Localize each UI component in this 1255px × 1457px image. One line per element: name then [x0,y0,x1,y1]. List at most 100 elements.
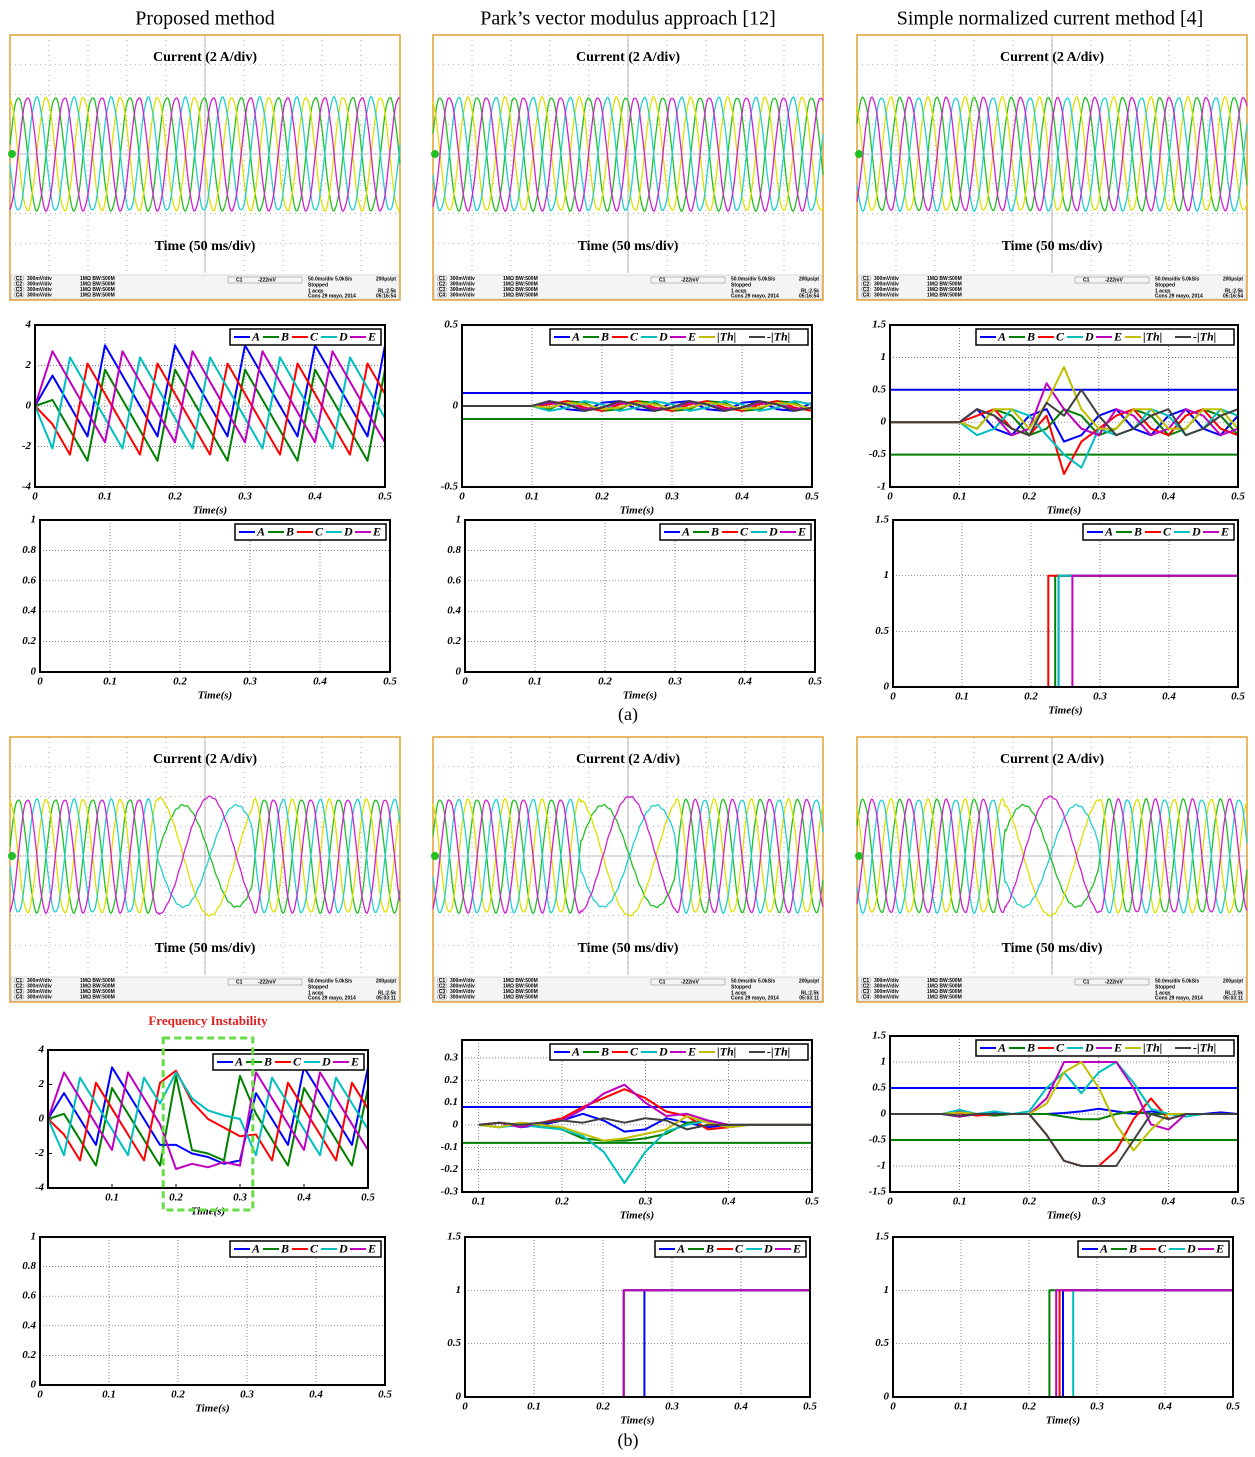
plot-area [465,520,815,672]
x-tick-label: 0.3 [240,1389,254,1401]
x-tick-label: 0.4 [734,1401,748,1413]
x-tick-label: 0.5 [1231,491,1245,503]
y-tick-label: 0 [884,1391,890,1403]
x-tick-label: 0.5 [805,491,819,503]
legend-label: B [710,524,719,538]
y-tick-label: -4 [22,481,32,493]
x-tick-label: 0.5 [808,676,822,688]
legend-label: E [1113,329,1122,343]
y-tick-label: 1.5 [875,514,889,526]
scope-title: Current (2 A/div) [153,50,257,65]
x-tick-label: 0.2 [171,1389,185,1401]
y-tick-label: 1 [884,1284,890,1296]
scope-marker [855,150,863,158]
scope-xlabel: Time (50 ms/div) [578,239,679,254]
channel-input: 1MΩ BW:500M [927,292,962,298]
legend-label: -|Th| [1193,1040,1216,1054]
scope-title: Current (2 A/div) [576,752,680,767]
y-tick-label: -2 [22,440,32,452]
x-tick-label: 0.5 [378,1389,392,1401]
x-tick-label: 0.4 [308,491,322,503]
date: Cons 29 mayo, 2014 [308,293,356,299]
x-tick-label: 0.5 [805,1196,819,1208]
legend-label: A [251,1241,260,1255]
x-tick-label: 0.2 [595,491,609,503]
y-tick-label: 0 [881,416,887,428]
trigger-level: -222mV [258,979,276,985]
y-tick-label: 0.5 [875,625,889,637]
x-tick-label: 0.3 [243,676,257,688]
legend-label: A [251,329,260,343]
x-tick-label: 0.5 [383,676,397,688]
x-axis-label: Time(s) [620,1415,654,1427]
plot-area [40,520,390,672]
y-tick-label: 1 [456,1284,462,1296]
date: Cons 29 mayo, 2014 [731,995,779,1001]
legend-label: E [372,524,381,538]
x-tick-label: 0.4 [309,1389,323,1401]
x-tick-label: 0.3 [233,1192,247,1204]
y-tick-label: 1 [31,514,37,526]
sample-rate: 200µs/pt [1223,978,1243,984]
sample-rate: 200µs/pt [376,276,396,282]
x-tick-label: 0 [887,1196,893,1208]
sample-rate: 200µs/pt [1223,276,1243,282]
legend-label: -|Th| [767,329,790,343]
x-axis-label: Time(s) [620,1210,654,1222]
legend-label: D [1186,1241,1196,1255]
y-tick-label: 1 [881,351,887,363]
legend-label: A [234,1054,243,1068]
x-tick-label: 0.1 [105,1192,119,1204]
legend-label: D [338,329,348,343]
y-tick-label: 0.5 [447,1337,461,1349]
x-tick-label: 0.4 [313,676,327,688]
timestamp: 05:16:54 [376,293,396,299]
timestamp: 05:03:11 [799,995,819,1001]
x-tick-label: 0.3 [1093,691,1107,703]
legend-label: D [1084,329,1094,343]
legend-label: C [735,1241,744,1255]
y-tick-label: 1 [456,514,462,526]
plot-area [893,520,1238,687]
y-tick-label: -0.5 [869,1134,887,1146]
y-tick-label: 1.5 [872,1030,886,1042]
scope-xlabel: Time (50 ms/div) [155,941,256,956]
legend-label: D [658,1044,668,1058]
date: Cons 29 mayo, 2014 [731,293,779,299]
legend-label: D [338,1241,348,1255]
legend-label: C [1163,524,1172,538]
section-label: (b) [618,1430,639,1451]
legend-label: C [293,1054,302,1068]
x-tick-label: 0.3 [238,491,252,503]
legend-label: E [1215,1241,1224,1255]
y-tick-label: 0.8 [22,544,36,556]
legend-label: A [1104,524,1113,538]
y-tick-label: 0 [31,666,37,678]
legend-label: E [1113,1040,1122,1054]
plot-area [40,1237,385,1385]
y-tick-label: 0 [453,1118,459,1130]
trigger-level: -222mV [1105,277,1123,283]
y-tick-label: 1 [884,569,890,581]
y-tick-label: 0.6 [447,574,461,586]
legend-label: A [676,1241,685,1255]
legend-label: A [256,524,265,538]
legend-label: A [1099,1241,1108,1255]
y-tick-label: 0.2 [22,635,36,647]
x-tick-label: 0.2 [1022,1196,1036,1208]
x-tick-label: 0.2 [555,1196,569,1208]
legend-label: |Th| [717,1044,736,1058]
x-tick-label: 0.2 [169,1192,183,1204]
x-tick-label: 0.5 [1231,691,1245,703]
channel-input: 1MΩ BW:500M [503,292,538,298]
y-tick-label: 0.2 [22,1349,36,1361]
x-axis-label: Time(s) [1047,1210,1081,1222]
legend-label: C [630,1044,639,1058]
trigger-channel: C1 [1083,277,1090,283]
y-tick-label: 0 [884,681,890,693]
x-tick-label: 0.4 [738,676,752,688]
channel-vdiv: 300mV/div [27,292,52,298]
y-tick-label: -0.3 [441,1186,459,1198]
x-tick-label: 0 [462,676,468,688]
y-tick-label: 0.4 [22,605,36,617]
